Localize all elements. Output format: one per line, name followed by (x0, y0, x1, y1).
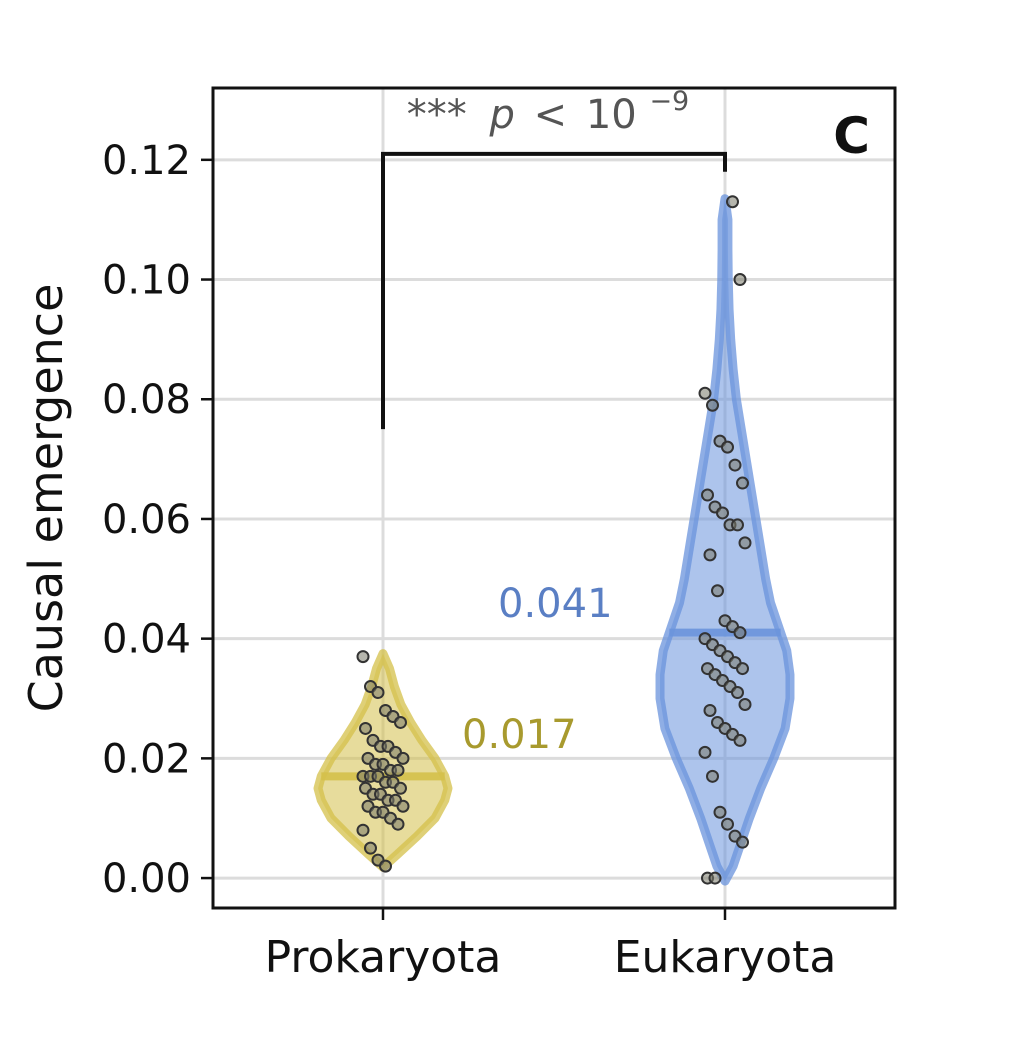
y-tick-label: 0.06 (102, 497, 191, 543)
violin-eukaryota (655, 194, 795, 886)
data-point (736, 476, 749, 490)
data-point (736, 835, 749, 849)
data-point (736, 662, 749, 676)
data-point (706, 769, 719, 783)
plot-frame (211, 86, 897, 910)
significance-label: *** p < 10 −9 (407, 86, 690, 138)
significance-bracket-line (381, 151, 727, 430)
data-point (391, 817, 405, 831)
data-point (738, 536, 752, 550)
data-point (698, 386, 712, 400)
data-point (698, 745, 712, 759)
y-tick-label: 0.12 (102, 138, 191, 184)
data-point (396, 799, 410, 813)
significance-relation: < (534, 92, 568, 138)
data-point (731, 518, 744, 532)
data-point (701, 488, 714, 502)
median-label-eukaryota: 0.041 (498, 581, 613, 627)
data-point (716, 506, 729, 520)
y-axis-ticks: 0.00 0.02 0.04 0.06 0.08 0.10 0.12 (102, 138, 213, 902)
data-point (356, 650, 370, 664)
data-points (356, 195, 752, 885)
data-point (733, 626, 747, 640)
y-axis-label: Causal emergence (19, 284, 73, 713)
data-point (726, 195, 739, 209)
data-point (711, 584, 724, 598)
y-tick-label: 0.08 (102, 377, 191, 423)
significance-bracket (381, 151, 727, 430)
significance-exponent: −9 (649, 86, 689, 117)
data-point (708, 871, 722, 885)
y-tick-label: 0.02 (102, 736, 191, 782)
significance-base: 10 (586, 92, 637, 138)
y-tick-label: 0.10 (102, 258, 191, 304)
y-tick-label: 0.04 (102, 617, 191, 663)
data-point (706, 398, 719, 412)
x-tick-label: Eukaryota (614, 932, 837, 983)
data-point (356, 823, 370, 837)
data-point (371, 686, 385, 700)
data-point (721, 817, 734, 831)
data-point (733, 733, 747, 747)
data-point (394, 715, 407, 729)
data-point (364, 841, 377, 855)
data-point (379, 859, 392, 873)
significance-p-symbol: p (488, 92, 514, 138)
data-point (731, 686, 744, 700)
data-point (738, 697, 752, 711)
data-point (713, 805, 727, 819)
significance-stars: *** (407, 92, 467, 138)
data-point (733, 273, 747, 287)
x-axis-ticks: Prokaryota Eukaryota (265, 908, 837, 983)
data-point (721, 440, 734, 454)
data-point (703, 548, 717, 562)
panel-label: C (833, 107, 870, 165)
x-tick-label: Prokaryota (265, 932, 502, 983)
data-point (359, 721, 372, 735)
data-point (728, 458, 742, 472)
y-tick-label: 0.00 (102, 856, 191, 902)
data-point (703, 703, 717, 717)
median-label-prokaryota: 0.017 (462, 712, 577, 758)
data-point (391, 763, 405, 777)
data-point (396, 751, 410, 765)
data-point (394, 781, 407, 795)
